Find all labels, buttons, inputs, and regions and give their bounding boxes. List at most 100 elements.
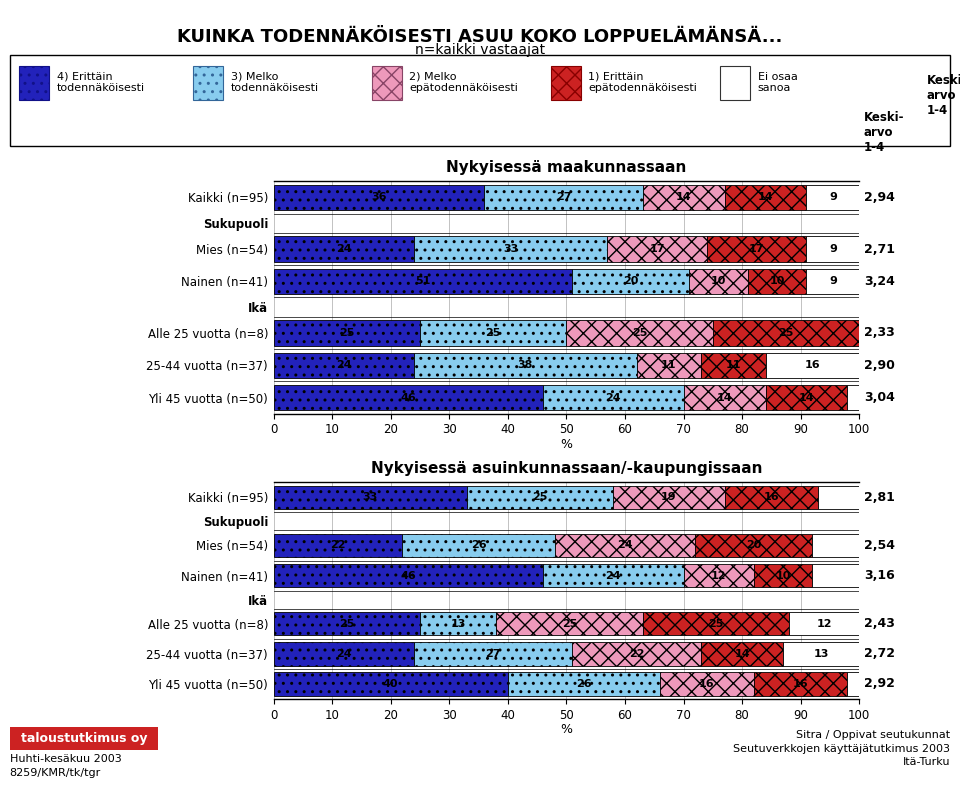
Bar — [613, 485, 725, 509]
Text: 22: 22 — [330, 541, 346, 551]
Bar — [812, 533, 859, 557]
Text: 16: 16 — [804, 360, 820, 370]
Bar — [274, 269, 572, 294]
Text: 16: 16 — [699, 679, 715, 689]
Bar — [707, 236, 806, 262]
Bar — [274, 353, 414, 378]
FancyBboxPatch shape — [19, 66, 49, 101]
Text: 16: 16 — [763, 492, 780, 502]
Bar — [712, 321, 859, 346]
Text: Seutuverkkojen käyttäjätutkimus 2003: Seutuverkkojen käyttäjätutkimus 2003 — [733, 744, 950, 754]
Text: 2) Melko
epätodennäköisesti: 2) Melko epätodennäköisesti — [410, 72, 518, 93]
Text: 14: 14 — [734, 649, 750, 659]
Text: 2,43: 2,43 — [864, 617, 895, 630]
Text: 11: 11 — [661, 360, 677, 370]
Text: 10: 10 — [711, 277, 727, 286]
Text: 26: 26 — [576, 679, 591, 689]
Bar — [689, 269, 748, 294]
Text: 2,33: 2,33 — [864, 326, 895, 340]
Text: 12: 12 — [711, 571, 727, 581]
Text: 2,94: 2,94 — [864, 191, 895, 204]
Bar — [414, 642, 572, 666]
Bar — [402, 533, 555, 557]
Text: 33: 33 — [503, 244, 518, 254]
Bar — [485, 185, 642, 210]
FancyBboxPatch shape — [372, 66, 402, 101]
Bar — [695, 533, 812, 557]
Text: 2,92: 2,92 — [864, 678, 895, 690]
Text: 14: 14 — [676, 192, 691, 203]
Text: 24: 24 — [606, 571, 621, 581]
Text: 10: 10 — [770, 277, 785, 286]
Text: Nykyisessä maakunnassaan: Nykyisessä maakunnassaan — [446, 160, 686, 175]
Bar — [467, 485, 613, 509]
Text: n=kaikki vastaajat: n=kaikki vastaajat — [415, 43, 545, 58]
Text: 13: 13 — [450, 619, 466, 629]
Bar — [701, 642, 783, 666]
Bar — [274, 533, 402, 557]
Bar — [660, 672, 754, 696]
Bar — [765, 385, 848, 410]
Text: Keski-
arvo
1-4: Keski- arvo 1-4 — [927, 74, 960, 117]
Text: 14: 14 — [717, 392, 732, 403]
Text: 16: 16 — [793, 679, 808, 689]
Text: 2,54: 2,54 — [864, 539, 895, 552]
Text: 24: 24 — [336, 244, 351, 254]
Text: 4) Erittäin
todennäköisesti: 4) Erittäin todennäköisesti — [57, 72, 145, 93]
Text: 8259/KMR/tk/tgr: 8259/KMR/tk/tgr — [10, 768, 101, 778]
Text: 25: 25 — [779, 328, 794, 338]
Text: 36: 36 — [372, 192, 387, 203]
Text: taloustutkimus oy: taloustutkimus oy — [21, 732, 147, 745]
Bar — [572, 269, 689, 294]
Bar — [725, 185, 806, 210]
Bar — [274, 564, 543, 587]
Text: 14: 14 — [799, 392, 814, 403]
Text: 51: 51 — [416, 277, 431, 286]
Bar — [543, 564, 684, 587]
Text: 12: 12 — [816, 619, 831, 629]
Bar — [420, 321, 566, 346]
Text: Sitra / Oppivat seutukunnat: Sitra / Oppivat seutukunnat — [796, 730, 950, 741]
Bar — [789, 612, 859, 635]
Bar — [608, 236, 707, 262]
Text: 46: 46 — [400, 571, 417, 581]
Bar — [725, 485, 818, 509]
X-axis label: %: % — [561, 723, 572, 736]
Text: 25: 25 — [562, 619, 577, 629]
Bar — [748, 269, 806, 294]
Text: 25: 25 — [533, 492, 548, 502]
Text: 17: 17 — [649, 244, 665, 254]
Text: 22: 22 — [629, 649, 644, 659]
Text: 13: 13 — [813, 649, 828, 659]
Text: 2,71: 2,71 — [864, 243, 895, 255]
Text: 20: 20 — [746, 541, 761, 551]
Text: 2,72: 2,72 — [864, 647, 895, 660]
FancyBboxPatch shape — [720, 66, 750, 101]
Bar — [555, 533, 695, 557]
Text: Keski-
arvo
1-4: Keski- arvo 1-4 — [864, 110, 904, 154]
FancyBboxPatch shape — [550, 66, 581, 101]
Bar — [754, 672, 848, 696]
Text: 9: 9 — [828, 192, 837, 203]
Text: 38: 38 — [517, 360, 533, 370]
Bar — [414, 353, 636, 378]
Text: 3,24: 3,24 — [864, 275, 895, 288]
Text: KUINKA TODENNÄKÖISESTI ASUU KOKO LOPPUELÄMÄNSÄ...: KUINKA TODENNÄKÖISESTI ASUU KOKO LOPPUEL… — [178, 28, 782, 46]
X-axis label: %: % — [561, 438, 572, 451]
Text: 14: 14 — [757, 192, 774, 203]
Bar — [543, 385, 684, 410]
Text: 27: 27 — [556, 192, 571, 203]
Bar — [765, 353, 859, 378]
Text: 9: 9 — [828, 244, 837, 254]
Text: 46: 46 — [400, 392, 417, 403]
Bar — [274, 612, 420, 635]
Text: 9: 9 — [828, 277, 837, 286]
Bar — [701, 353, 765, 378]
Bar — [420, 612, 496, 635]
Bar — [572, 642, 701, 666]
Text: 3,16: 3,16 — [864, 569, 895, 582]
Bar — [806, 269, 859, 294]
Bar — [274, 672, 508, 696]
Text: 25: 25 — [339, 619, 354, 629]
Text: 25: 25 — [339, 328, 354, 338]
